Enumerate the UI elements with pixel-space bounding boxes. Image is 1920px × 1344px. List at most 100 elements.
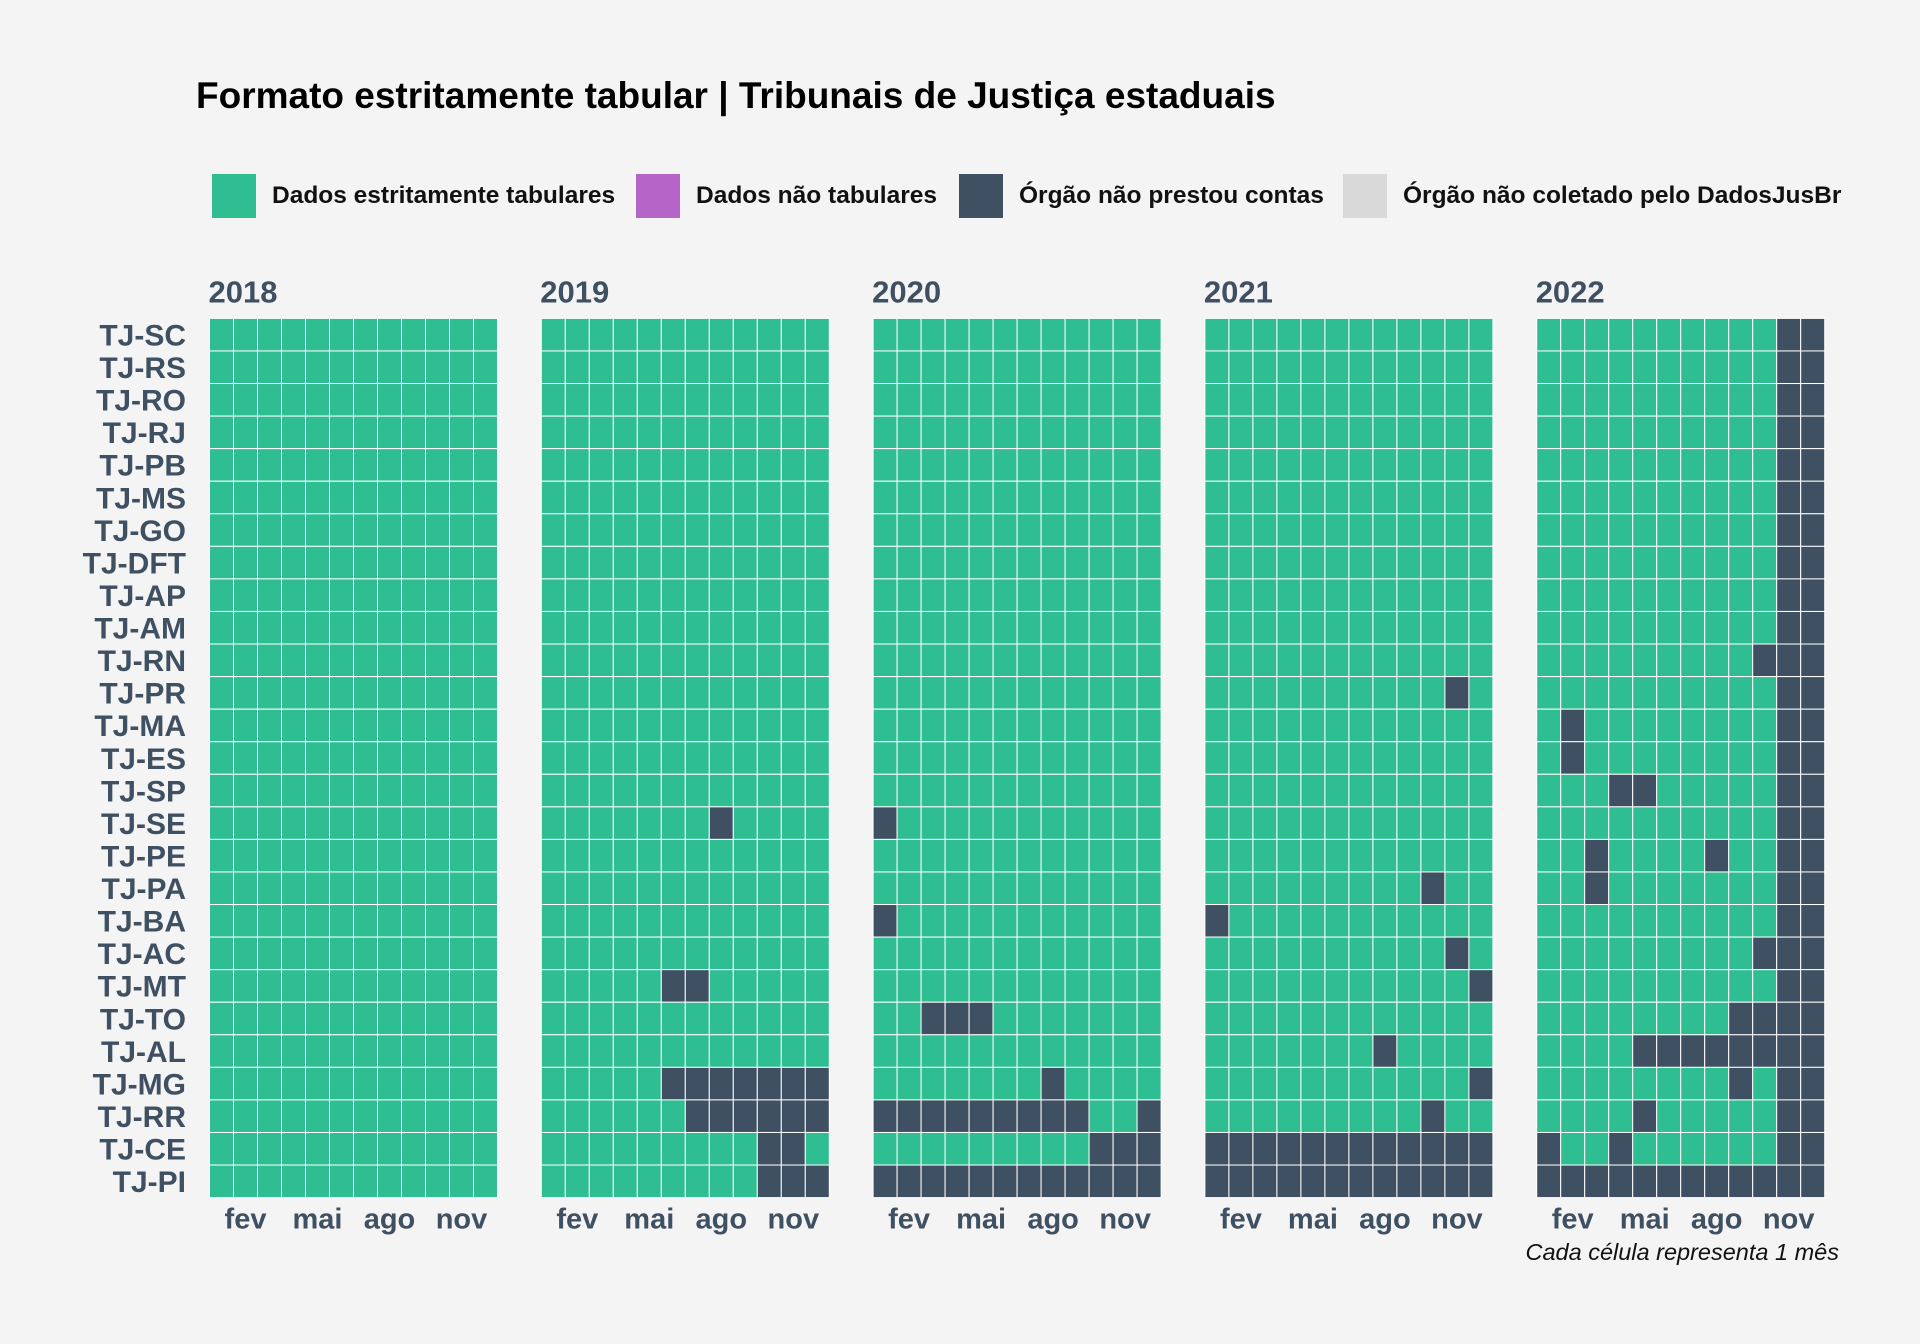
heatmap-cell <box>540 871 566 906</box>
heatmap-cell <box>1324 383 1350 417</box>
heatmap-cell <box>1608 545 1634 580</box>
heatmap-cell <box>564 610 590 645</box>
heatmap-cell <box>1468 1034 1494 1068</box>
heatmap-cell <box>1444 545 1470 580</box>
heatmap-cell <box>920 1131 946 1166</box>
heatmap-cell <box>233 1164 258 1199</box>
heatmap-cell <box>1372 1099 1398 1133</box>
heatmap-cell <box>401 904 426 938</box>
row-label: TJ-SC <box>99 319 186 352</box>
heatmap-cell <box>732 806 758 840</box>
heatmap-cell <box>1608 480 1634 515</box>
heatmap-cell <box>1252 513 1278 547</box>
panel-year-label: 2022 <box>1536 275 1605 310</box>
heatmap-cell <box>449 480 474 515</box>
heatmap-cell <box>920 448 946 482</box>
x-tick-label: ago <box>1027 1203 1079 1235</box>
heatmap-cell <box>1560 871 1586 906</box>
heatmap-cell <box>1632 1001 1658 1036</box>
heatmap-cell <box>896 936 922 971</box>
heatmap-cell <box>1800 415 1826 450</box>
heatmap-cell <box>564 676 590 710</box>
heatmap-cell <box>732 676 758 710</box>
heatmap-cell <box>636 969 662 1003</box>
heatmap-cell <box>425 1066 450 1101</box>
heatmap-cell <box>473 448 498 482</box>
heatmap-cell <box>1204 545 1230 580</box>
heatmap-cell <box>1252 545 1278 580</box>
heatmap-cell <box>233 610 258 645</box>
heatmap-cell <box>449 741 474 775</box>
x-tick-label: mai <box>1288 1203 1338 1235</box>
heatmap-cell <box>233 350 258 385</box>
heatmap-cell <box>1800 317 1826 352</box>
heatmap-cell <box>1656 513 1682 547</box>
heatmap-cell <box>1324 936 1350 971</box>
heatmap-cell <box>780 448 806 482</box>
heatmap-cell <box>1088 350 1114 385</box>
row-label: TJ-GO <box>94 515 186 548</box>
heatmap-cell <box>1536 545 1562 580</box>
heatmap-cell <box>1064 969 1090 1003</box>
heatmap-cell <box>564 969 590 1003</box>
heatmap-cell <box>305 578 330 612</box>
heatmap-cell <box>1656 480 1682 515</box>
heatmap-cell <box>1136 1131 1162 1166</box>
heatmap-cell <box>1252 415 1278 450</box>
heatmap-cell <box>353 610 378 645</box>
heatmap-cell <box>1468 448 1494 482</box>
heatmap-cell <box>257 1034 282 1068</box>
heatmap-cell <box>1204 871 1230 906</box>
heatmap-cell <box>1040 936 1066 971</box>
row-label: TJ-PA <box>102 873 186 906</box>
heatmap-cell <box>756 480 782 515</box>
heatmap-cell <box>968 676 994 710</box>
heatmap-cell <box>1536 773 1562 808</box>
heatmap-cell <box>780 545 806 580</box>
heatmap-cell <box>1112 513 1138 547</box>
heatmap-cell <box>896 1164 922 1199</box>
heatmap-cell <box>1444 1164 1470 1199</box>
heatmap-cell <box>1680 969 1706 1003</box>
heatmap-cell <box>1396 1099 1422 1133</box>
heatmap-cell <box>684 545 710 580</box>
heatmap-cell <box>1420 448 1446 482</box>
legend-swatch <box>1343 174 1387 218</box>
heatmap-cell <box>1252 350 1278 385</box>
heatmap-cell <box>540 415 566 450</box>
heatmap-cell <box>1088 317 1114 352</box>
heatmap-cell <box>780 383 806 417</box>
heatmap-cell <box>1420 708 1446 743</box>
heatmap-cell <box>872 545 898 580</box>
heatmap-cell <box>1704 1164 1730 1199</box>
heatmap-cell <box>1752 904 1778 938</box>
heatmap-cell <box>1136 578 1162 612</box>
heatmap-cell <box>1348 350 1374 385</box>
heatmap-cell <box>1324 448 1350 482</box>
x-tick-label: nov <box>1431 1203 1483 1235</box>
heatmap-cell <box>1324 545 1350 580</box>
heatmap-cell <box>353 871 378 906</box>
heatmap-cell <box>1252 1066 1278 1101</box>
heatmap-cell <box>1728 317 1754 352</box>
heatmap-cell <box>1776 545 1802 580</box>
heatmap-cell <box>1204 1131 1230 1166</box>
heatmap-cell <box>1276 871 1302 906</box>
heatmap-cell <box>401 1099 426 1133</box>
heatmap-cell <box>1704 1001 1730 1036</box>
heatmap-cell <box>377 1034 402 1068</box>
heatmap-cell <box>473 904 498 938</box>
heatmap-cell <box>377 904 402 938</box>
heatmap-cell <box>1704 317 1730 352</box>
row-label: TJ-BA <box>98 906 186 939</box>
heatmap-cell <box>209 643 234 678</box>
heatmap-cell <box>305 545 330 580</box>
heatmap-cell <box>756 741 782 775</box>
heatmap-cell <box>1136 480 1162 515</box>
heatmap-cell <box>1228 676 1254 710</box>
heatmap-cell <box>780 1164 806 1199</box>
heatmap-cell <box>1040 838 1066 873</box>
heatmap-cell <box>1136 871 1162 906</box>
heatmap-cell <box>684 415 710 450</box>
heatmap-cell <box>896 1131 922 1166</box>
